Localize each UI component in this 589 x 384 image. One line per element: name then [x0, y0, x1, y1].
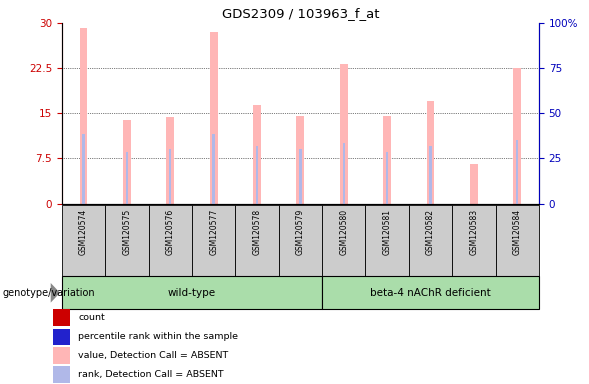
Text: wild-type: wild-type: [168, 288, 216, 298]
Bar: [495, 205, 539, 276]
Bar: [470, 164, 478, 204]
Text: GSM120583: GSM120583: [469, 209, 478, 255]
Text: GSM120576: GSM120576: [166, 209, 175, 255]
Bar: [514, 68, 521, 204]
Text: GSM120584: GSM120584: [513, 209, 522, 255]
Bar: [236, 205, 279, 276]
Bar: [53, 347, 70, 364]
Bar: [452, 205, 495, 276]
Bar: [169, 149, 171, 204]
Bar: [192, 205, 236, 276]
Text: GSM120581: GSM120581: [383, 209, 392, 255]
Text: genotype/variation: genotype/variation: [3, 288, 95, 298]
Bar: [125, 152, 128, 204]
Bar: [123, 121, 131, 204]
Bar: [279, 205, 322, 276]
Bar: [62, 276, 322, 309]
Text: count: count: [78, 313, 105, 322]
Bar: [148, 205, 192, 276]
Bar: [386, 152, 388, 204]
Bar: [53, 309, 70, 326]
Bar: [409, 205, 452, 276]
Bar: [322, 205, 365, 276]
Bar: [256, 146, 258, 204]
Text: GSM120574: GSM120574: [79, 209, 88, 255]
Text: rank, Detection Call = ABSENT: rank, Detection Call = ABSENT: [78, 370, 224, 379]
Bar: [322, 276, 539, 309]
Text: GSM120580: GSM120580: [339, 209, 348, 255]
Text: GSM120575: GSM120575: [123, 209, 131, 255]
Text: GSM120579: GSM120579: [296, 209, 305, 255]
Text: beta-4 nAChR deficient: beta-4 nAChR deficient: [370, 288, 491, 298]
Text: GSM120577: GSM120577: [209, 209, 218, 255]
Text: GSM120578: GSM120578: [253, 209, 262, 255]
Text: GSM120582: GSM120582: [426, 209, 435, 255]
Bar: [62, 205, 105, 276]
Bar: [340, 64, 348, 204]
Title: GDS2309 / 103963_f_at: GDS2309 / 103963_f_at: [221, 7, 379, 20]
Bar: [82, 134, 85, 204]
Bar: [253, 106, 261, 204]
Bar: [166, 118, 174, 204]
Text: value, Detection Call = ABSENT: value, Detection Call = ABSENT: [78, 351, 229, 360]
Bar: [383, 116, 391, 204]
Bar: [53, 329, 70, 345]
Text: percentile rank within the sample: percentile rank within the sample: [78, 332, 239, 341]
Bar: [210, 32, 217, 204]
Bar: [426, 101, 435, 204]
Bar: [516, 141, 518, 204]
Bar: [343, 143, 345, 204]
Bar: [105, 205, 148, 276]
Bar: [365, 205, 409, 276]
Bar: [53, 366, 70, 382]
Polygon shape: [51, 283, 60, 303]
Bar: [213, 134, 215, 204]
Bar: [299, 149, 302, 204]
Bar: [80, 28, 87, 204]
Bar: [429, 146, 432, 204]
Bar: [296, 116, 305, 204]
